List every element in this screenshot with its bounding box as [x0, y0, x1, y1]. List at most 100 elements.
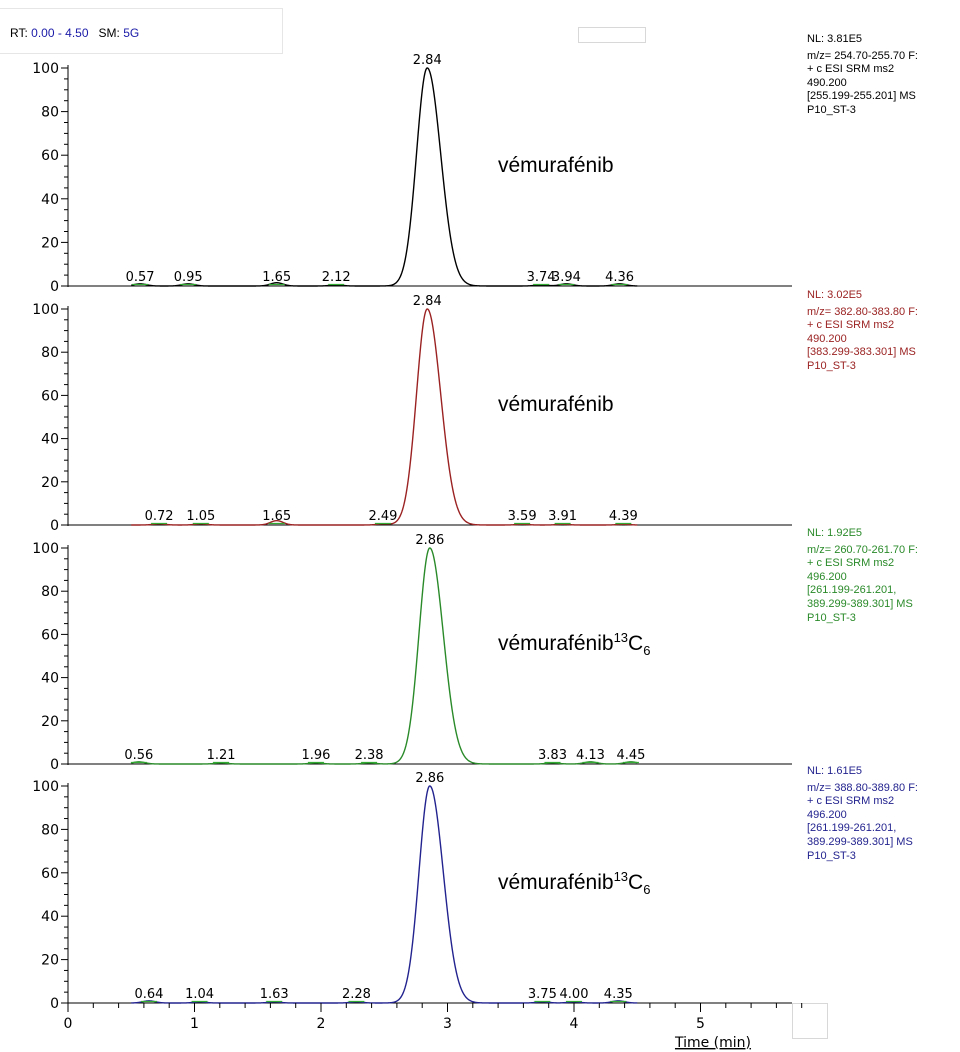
info-line: P10_ST-3: [807, 359, 856, 372]
info-line: 389.299-389.301] MS: [807, 597, 913, 610]
minor-peak-label: 4.36: [605, 270, 634, 285]
trace-line: [131, 547, 638, 765]
y-tick-label: 20: [41, 953, 59, 969]
y-tick-label: 80: [41, 584, 59, 600]
y-tick-label: 40: [41, 192, 59, 208]
x-tick-label: 4: [570, 1016, 579, 1032]
info-line: 389.299-389.301] MS: [807, 835, 913, 848]
minor-peak-label: 0.57: [126, 270, 155, 285]
compound-superscript: 13: [614, 630, 628, 645]
y-tick-label: 40: [41, 671, 59, 687]
compound-name: vémurafénib: [498, 632, 614, 655]
compound-element: C: [628, 871, 643, 894]
info-line: m/z= 382.80-383.80 F:: [807, 305, 918, 318]
x-axis-title: Time (min): [674, 1035, 751, 1051]
nl-value: NL: 3.02E5: [807, 289, 863, 301]
info-line: P10_ST-3: [807, 611, 856, 624]
minor-peak-label: 0.56: [124, 748, 153, 763]
info-line: m/z= 388.80-389.80 F:: [807, 781, 918, 794]
main-peak-label: 2.86: [415, 533, 444, 548]
y-tick-label: 0: [50, 757, 59, 773]
main-peak-label: 2.86: [415, 771, 444, 786]
trace-line: [131, 67, 638, 287]
info-line: + c ESI SRM ms2: [807, 319, 895, 332]
compound-name: vémurafénib: [498, 154, 614, 177]
y-tick-label: 100: [32, 61, 59, 77]
nl-value: NL: 1.61E5: [807, 765, 863, 777]
compound-name: vémurafénib: [498, 393, 614, 416]
minor-peak-label: 3.75: [528, 987, 557, 1002]
minor-peak-label: 2.12: [322, 270, 351, 285]
main-peak-label: 2.84: [413, 294, 442, 309]
info-line: 496.200: [807, 570, 847, 583]
info-line: + c ESI SRM ms2: [807, 795, 895, 808]
info-line: [261.199-261.201,: [807, 822, 897, 835]
minor-peak-label: 1.65: [262, 270, 291, 285]
main-peak-label: 2.84: [413, 53, 442, 68]
y-tick-label: 80: [41, 822, 59, 838]
y-tick-label: 0: [50, 279, 59, 295]
y-tick-label: 40: [41, 909, 59, 925]
y-tick-label: 100: [32, 541, 59, 557]
minor-peak-label: 3.83: [538, 748, 567, 763]
minor-peak-label: 4.35: [604, 987, 633, 1002]
rt-label: RT:: [10, 26, 28, 40]
info-line: + c ESI SRM ms2: [807, 557, 895, 570]
panel-info: NL: 1.61E5 m/z= 388.80-389.80 F: + c ESI S…: [807, 765, 918, 863]
minor-peak-label: 3.74: [527, 270, 556, 285]
compound-label: vémurafénib: [498, 393, 614, 416]
minor-peak-label: 2.49: [369, 509, 398, 524]
header-panel: [0, 8, 283, 54]
compound-subscript: 6: [643, 643, 650, 658]
y-tick-label: 80: [41, 345, 59, 361]
y-tick-label: 80: [41, 105, 59, 121]
info-line: 490.200: [807, 76, 847, 89]
y-tick-label: 60: [41, 627, 59, 643]
minor-peak-label: 1.63: [260, 987, 289, 1002]
compound-label: vémurafénib13C6: [498, 630, 650, 658]
y-tick-label: 100: [32, 302, 59, 318]
y-tick-label: 0: [50, 518, 59, 534]
compound-label: vémurafénib: [498, 154, 614, 177]
sm-value: 5G: [123, 26, 140, 40]
compound-element: C: [628, 632, 643, 655]
minor-peak-label: 0.95: [174, 270, 203, 285]
y-tick-label: 60: [41, 866, 59, 882]
rt-value: 0.00 - 4.50: [31, 26, 89, 40]
top-right-empty-box: [578, 27, 646, 43]
info-line: m/z= 254.70-255.70 F:: [807, 49, 918, 62]
y-tick-label: 40: [41, 432, 59, 448]
info-line: P10_ST-3: [807, 103, 856, 116]
x-tick-label: 0: [64, 1016, 73, 1032]
panel-info: NL: 3.81E5 m/z= 254.70-255.70 F: + c ESI S…: [807, 33, 918, 118]
trace-line: [131, 785, 638, 1004]
info-line: 490.200: [807, 332, 847, 345]
panel-info: NL: 1.92E5 m/z= 260.70-261.70 F: + c ESI S…: [807, 527, 918, 625]
y-tick-label: 20: [41, 475, 59, 491]
y-tick-label: 20: [41, 714, 59, 730]
minor-peak-label: 3.94: [552, 270, 581, 285]
x-tick-label: 2: [317, 1016, 326, 1032]
info-line: [255.199-255.201] MS: [807, 90, 916, 103]
minor-peak-label: 2.28: [342, 987, 371, 1002]
info-line: [261.199-261.201,: [807, 584, 897, 597]
info-line: 496.200: [807, 808, 847, 821]
bottom-right-empty-box: [792, 1003, 828, 1039]
y-tick-label: 0: [50, 996, 59, 1012]
x-tick-label: 3: [443, 1016, 452, 1032]
info-line: + c ESI SRM ms2: [807, 63, 895, 76]
minor-peak-label: 1.96: [301, 748, 330, 763]
minor-peak-label: 3.59: [508, 509, 537, 524]
minor-peak-label: 2.38: [355, 748, 384, 763]
y-tick-label: 20: [41, 235, 59, 251]
compound-superscript: 13: [614, 869, 628, 884]
info-line: P10_ST-3: [807, 849, 856, 862]
x-tick-label: 1: [190, 1016, 199, 1032]
minor-peak-label: 1.04: [185, 987, 214, 1002]
minor-peak-label: 4.13: [576, 748, 605, 763]
compound-label: vémurafénib13C6: [498, 869, 650, 897]
y-tick-label: 60: [41, 148, 59, 164]
x-tick-label: 5: [696, 1016, 705, 1032]
panel-info: NL: 3.02E5 m/z= 382.80-383.80 F: + c ESI S…: [807, 289, 918, 374]
